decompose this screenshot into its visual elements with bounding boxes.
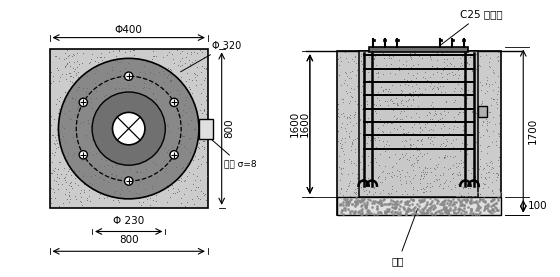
Bar: [372, 39, 375, 41]
Text: 1600: 1600: [300, 111, 310, 137]
Bar: [462, 39, 465, 41]
Text: 碎石: 碎石: [392, 209, 418, 266]
Circle shape: [170, 98, 178, 107]
Circle shape: [79, 151, 87, 159]
Bar: [50, 50, 208, 208]
Text: 800: 800: [119, 235, 138, 245]
Text: C25 混凝土: C25 混凝土: [441, 9, 502, 45]
Bar: [438, 39, 442, 41]
Bar: [199, 119, 213, 138]
Circle shape: [92, 92, 165, 165]
Text: 100: 100: [528, 201, 547, 211]
Bar: [478, 106, 487, 117]
Circle shape: [124, 72, 133, 80]
Bar: [383, 39, 386, 41]
Text: 1600: 1600: [290, 111, 300, 137]
Text: 钉板 σ=8: 钉板 σ=8: [201, 130, 256, 169]
Circle shape: [113, 112, 145, 145]
Text: 1700: 1700: [528, 118, 538, 144]
Text: Φ400: Φ400: [115, 25, 143, 35]
Bar: [370, 47, 468, 52]
Circle shape: [170, 151, 178, 159]
Circle shape: [58, 58, 199, 199]
Text: Φ 230: Φ 230: [113, 216, 144, 225]
Text: zhulong.com: zhulong.com: [456, 190, 505, 199]
Text: 800: 800: [225, 119, 235, 138]
Circle shape: [124, 177, 133, 185]
Text: Φ 320: Φ 320: [180, 40, 241, 72]
Bar: [337, 51, 501, 216]
Bar: [451, 39, 454, 41]
Bar: [337, 197, 501, 216]
Bar: [359, 51, 478, 197]
Bar: [395, 39, 399, 41]
Circle shape: [79, 98, 87, 107]
